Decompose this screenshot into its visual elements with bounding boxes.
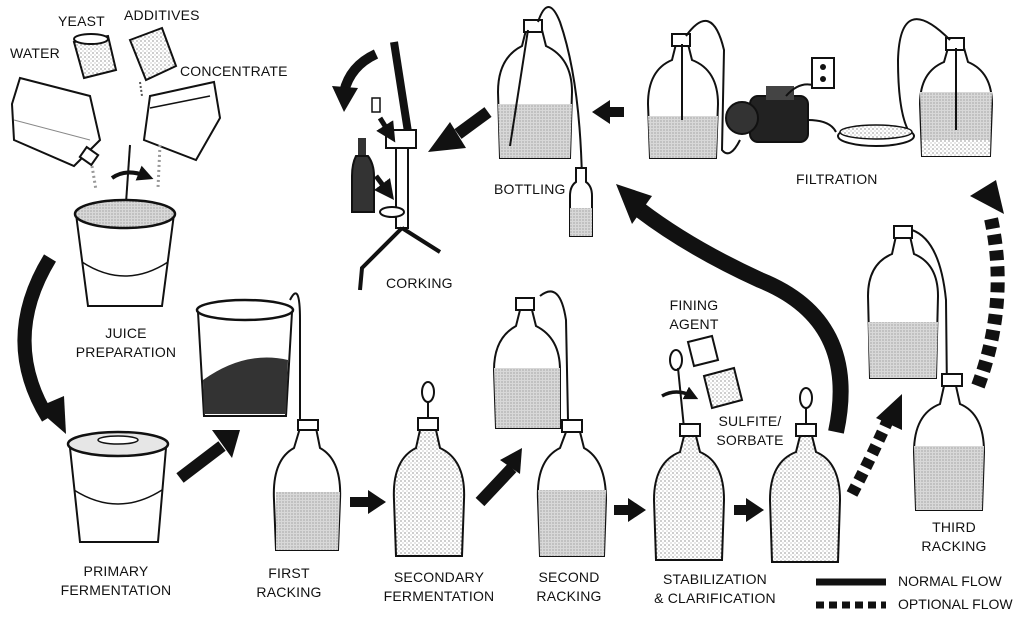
arrow-shaft [454,107,492,139]
label-stabilization-clarification: STABILIZATION & CLARIFICATION [654,571,776,606]
second-racking-jug-upper [492,290,571,521]
label-juice-preparation: JUICE PREPARATION [75,325,177,360]
filtration-jug-right [896,18,994,157]
label-first-racking: FIRST RACKING [256,565,322,600]
sulfite-cup-icon [702,366,744,410]
legend-normal-label: NORMAL FLOW [898,573,1002,589]
arrowhead [368,490,386,514]
wine-bottle-filling [569,167,593,237]
corker-icon [358,41,442,291]
third-racking-jug-lower [912,373,986,511]
label-additives: ADDITIVES [124,7,200,23]
water-jug-icon [10,76,102,191]
label-bottling: BOTTLING [494,181,566,197]
arrowhead [616,184,652,224]
arrow-shaft [475,463,517,507]
clarified-jug [768,387,842,563]
bottling-jug [496,6,583,181]
concentrate-bag-icon [142,80,222,189]
second-racking-jug-lower [536,419,608,557]
arrowhead [970,180,1004,214]
corked-bottle-icon [351,138,394,213]
label-filtration: FILTRATION [796,171,878,187]
additives-packet-icon [128,26,178,97]
label-third-racking: THIRD RACKING [921,519,987,554]
power-outlet-icon [811,57,835,89]
racking-bucket-upper [195,292,301,430]
pump-icon [725,83,837,143]
stabilization-jug [652,423,726,561]
fining-agent-packet-icon [686,334,720,368]
label-second-racking: SECOND RACKING [536,569,602,604]
legend-optional-flow: OPTIONAL FLOW [898,596,1013,612]
first-racking-jug [272,419,342,551]
label-yeast: YEAST [58,13,105,29]
arrowhead [500,448,522,474]
optional-arrow-to-filtration [971,212,1005,389]
label-water: WATER [10,45,60,61]
legend-optional-label: OPTIONAL FLOW [898,596,1013,612]
arrowhead [876,394,902,430]
yeast-cup-icon [72,33,118,80]
primary-bucket [66,430,170,543]
arrowhead [212,430,240,458]
label-concentrate: CONCENTRATE [180,63,288,79]
arrowhead [628,498,646,522]
label-sulfite-sorbate: SULFITE/SORBATE [716,413,784,448]
third-racking-jug-upper [866,225,949,491]
flow-arrow-primary-to-racking [176,441,226,483]
label-fining-agent: FINING AGENT [669,297,719,332]
arrowhead [746,498,764,522]
optional-arrow-to-third-racking [846,417,894,497]
filtration-jug-left [646,19,741,159]
arrowhead [36,396,66,434]
legend-normal-flow: NORMAL FLOW [898,573,1002,589]
flow-arrow-out-of-corking [339,49,379,94]
arrowhead [428,122,466,152]
flow-arrow-to-bottling [635,203,849,434]
label-corking: CORKING [386,275,453,291]
arrowhead [332,86,358,112]
label-primary-fermentation: PRIMARY FERMENTATION [60,563,172,598]
label-secondary-fermentation: SECONDARY FERMENTATION [383,569,495,604]
juice-bucket [73,198,177,307]
filter-plate-icon [837,124,915,147]
arrowhead [592,100,610,124]
flow-arrow-juice-to-primary [17,254,56,422]
secondary-jug [392,381,466,557]
